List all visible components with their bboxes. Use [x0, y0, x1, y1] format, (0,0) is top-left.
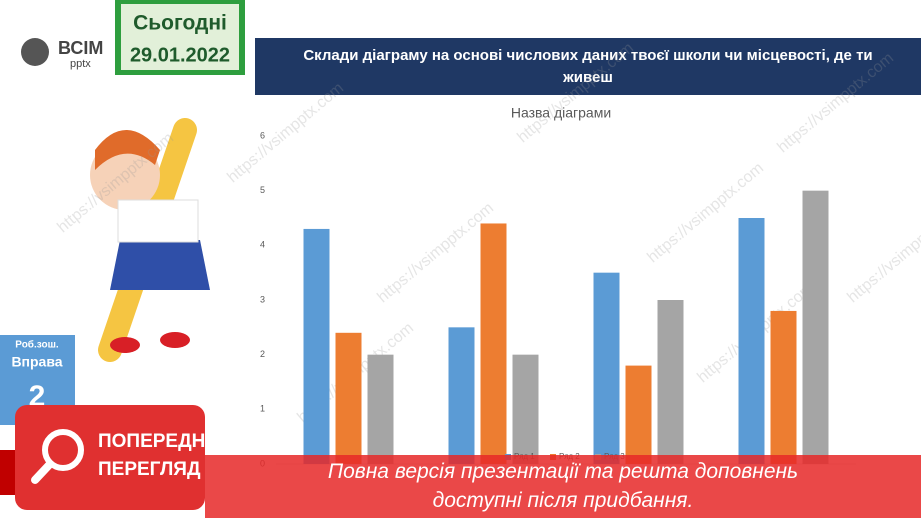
- y-tick-label: 1: [260, 404, 265, 414]
- bar: [593, 272, 620, 464]
- bar: [738, 218, 765, 464]
- bar: [480, 223, 507, 464]
- chart-title: Назва діаграми: [511, 105, 611, 121]
- bar: [770, 310, 797, 464]
- watermark: https://vsimpptx.com: [844, 200, 921, 307]
- bar: [512, 354, 539, 464]
- watermark: https://vsimpptx.com: [224, 80, 347, 187]
- bar: [625, 365, 652, 464]
- y-tick-label: 6: [260, 130, 265, 140]
- date-label: Сьогодні: [133, 12, 227, 35]
- preview-line2: ПЕРЕГЛЯД: [98, 459, 201, 480]
- logo-icon: [21, 38, 49, 66]
- header-bar: [255, 38, 921, 95]
- bar: [448, 327, 475, 464]
- bar: [303, 228, 330, 464]
- y-tick-label: 2: [260, 349, 265, 359]
- date-box: [121, 4, 239, 70]
- exercise-number: 2: [29, 380, 46, 413]
- exercise-label: Вправа: [11, 354, 62, 370]
- watermark: https://vsimpptx.com: [374, 200, 497, 307]
- bar: [657, 300, 684, 464]
- preview-banner-text: Повна версія презентації та решта доповн…: [327, 460, 799, 512]
- y-tick-label: 4: [260, 240, 265, 250]
- logo-sub: pptx: [70, 58, 91, 70]
- bar: [802, 190, 829, 464]
- exercise-book: Роб.зош.: [15, 339, 59, 351]
- magnifier-icon: [31, 429, 84, 484]
- y-tick-label: 3: [260, 294, 265, 304]
- date: 29.01.2022: [130, 44, 230, 66]
- bar: [367, 354, 394, 464]
- preview-banner: [205, 455, 921, 518]
- y-tick-label: 5: [260, 185, 265, 195]
- bar: [335, 332, 362, 464]
- preview-title: ПОПЕРЕДНІЙ ПЕРЕГЛЯД: [98, 428, 224, 484]
- logo-name: ВСІМ: [58, 38, 103, 58]
- girl-illustration: [90, 118, 210, 362]
- header-title: Склади діаграму на основі числових даних…: [303, 47, 872, 86]
- preview-line1: ПОПЕРЕДНІЙ: [98, 431, 225, 452]
